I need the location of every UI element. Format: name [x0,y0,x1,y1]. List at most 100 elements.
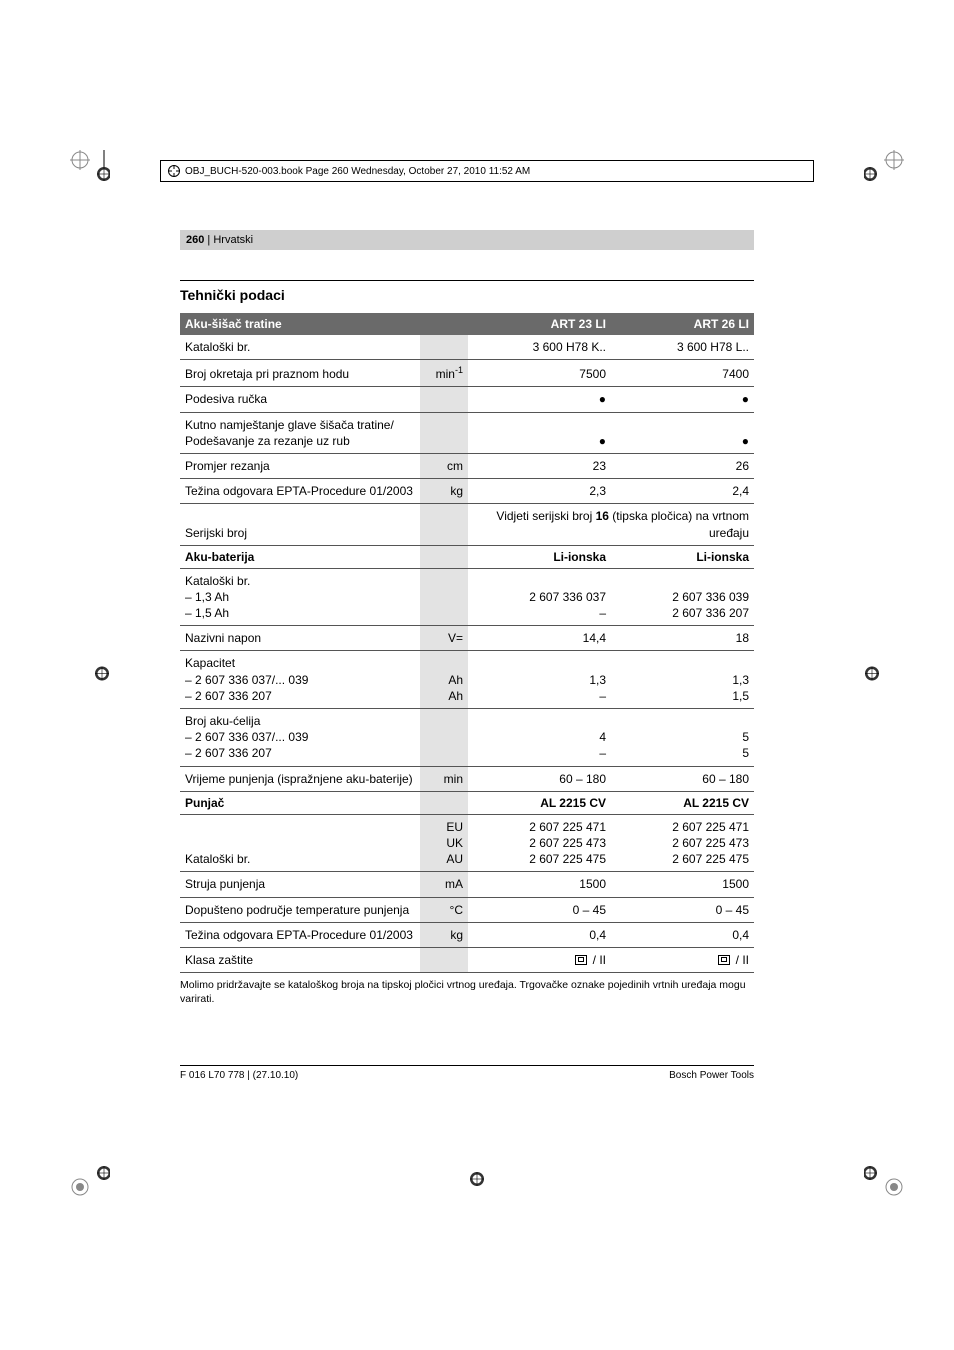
row-label: Kapacitet– 2 607 336 037/... 039– 2 607 … [180,651,420,709]
row-v2: 2 607 336 0392 607 336 207 [611,568,754,626]
table-row: Kataloški br.– 1,3 Ah– 1,5 Ah 2 607 336 0… [180,568,754,626]
row-v2: 1,31,5 [611,651,754,709]
row-v2: 26 [611,453,754,478]
row-v1: 1,3– [468,651,611,709]
table-row: Težina odgovara EPTA-Procedure 01/2003kg… [180,922,754,947]
row-v1: 23 [468,453,611,478]
row-v2: 7400 [611,360,754,387]
crop-mark-br [864,1157,904,1200]
row-label: Dopušteno područje temperature punjenja [180,897,420,922]
row-label: Broj aku-ćelija– 2 607 336 037/... 039– … [180,709,420,767]
row-unit: AhAh [420,651,468,709]
group2-col1: Li-ionska [468,545,611,568]
book-info-text: OBJ_BUCH-520-003.book Page 260 Wednesday… [185,166,530,177]
row-v1 [468,387,611,412]
table-row: Broj aku-ćelija– 2 607 336 037/... 039– … [180,709,754,767]
book-info-bar: OBJ_BUCH-520-003.book Page 260 Wednesday… [160,160,814,182]
row-label: Klasa zaštite [180,947,420,972]
blank-unit [420,791,468,814]
crop-mark-bl [70,1157,110,1200]
spec-header-row: Aku-šišač tratine ART 23 LI ART 26 LI [180,313,754,335]
blank-unit [420,545,468,568]
row-v1: 7500 [468,360,611,387]
group3-title: Punjač [180,791,420,814]
row-v2: 0,4 [611,922,754,947]
blank-unit [420,313,468,335]
row-label: Kataloški br.– 1,3 Ah– 1,5 Ah [180,568,420,626]
row-unit: min [420,766,468,791]
table-row: Serijski broj Vidjeti serijski broj 16 (t… [180,504,754,545]
row-v1: 2,3 [468,479,611,504]
row-merged: Vidjeti serijski broj 16 (tipska pločica… [468,504,754,545]
row-unit: cm [420,453,468,478]
row-v2: 2,4 [611,479,754,504]
footer-left: F 016 L70 778 | (27.10.10) [180,1070,298,1081]
row-v2: 55 [611,709,754,767]
row-label: Kataloški br. [180,814,420,872]
row-label: Težina odgovara EPTA-Procedure 01/2003 [180,922,420,947]
table-row: Klasa zaštite / II / II [180,947,754,972]
page-footer: F 016 L70 778 | (27.10.10) Bosch Power T… [180,1065,754,1081]
section-title: Tehnički podaci [180,280,754,313]
table-row: Broj okretaja pri praznom hodumin-175007… [180,360,754,387]
row-v2: / II [611,947,754,972]
row-unit [420,947,468,972]
row-v1: 60 – 180 [468,766,611,791]
row-unit [420,568,468,626]
row-v1: 2 607 225 4712 607 225 4732 607 225 475 [468,814,611,872]
crop-mark-ml [70,664,110,687]
crop-mark-tr [864,150,904,193]
row-unit: mA [420,872,468,897]
row-label: Serijski broj [180,504,420,545]
row-v2: 18 [611,626,754,651]
row-v1: 0,4 [468,922,611,947]
row-v2 [611,387,754,412]
table-row: Dopušteno područje temperature punjenja°… [180,897,754,922]
crop-mark-mr [864,664,904,687]
row-unit [420,387,468,412]
row-unit: EUUKAU [420,814,468,872]
row-label: Struja punjenja [180,872,420,897]
row-v2: 0 – 45 [611,897,754,922]
row-unit: kg [420,479,468,504]
row-label: Broj okretaja pri praznom hodu [180,360,420,387]
row-v1: / II [468,947,611,972]
row-v2: 60 – 180 [611,766,754,791]
row-label: Podesiva ručka [180,387,420,412]
row-unit [420,335,468,360]
row-v2: 2 607 225 4712 607 225 4732 607 225 475 [611,814,754,872]
table-row: Nazivni naponV=14,418 [180,626,754,651]
row-label: Nazivni napon [180,626,420,651]
table-row: Promjer rezanjacm2326 [180,453,754,478]
spec-table: Aku-šišač tratine ART 23 LI ART 26 LI Ka… [180,313,754,973]
footer-right: Bosch Power Tools [669,1070,754,1081]
row-v1 [468,412,611,453]
footnote: Molimo pridržavajte se kataloškog broja … [180,979,754,1006]
page-lang: Hrvatski [213,234,253,246]
group1-col1: ART 23 LI [468,313,611,335]
row-v1: 4– [468,709,611,767]
row-label: Vrijeme punjenja (ispražnjene aku-bateri… [180,766,420,791]
page-number: 260 [186,234,204,246]
crop-mark-tl [70,150,110,193]
table-row: Težina odgovara EPTA-Procedure 01/2003kg… [180,479,754,504]
row-v1: 0 – 45 [468,897,611,922]
row-unit: kg [420,922,468,947]
row-label: Promjer rezanja [180,453,420,478]
group3-col1: AL 2215 CV [468,791,611,814]
table-row: Kataloški br.3 600 H78 K..3 600 H78 L.. [180,335,754,360]
row-v1: 2 607 336 037– [468,568,611,626]
table-row: Struja punjenjamA15001500 [180,872,754,897]
group2-col2: Li-ionska [611,545,754,568]
row-unit [420,709,468,767]
row-v1: 1500 [468,872,611,897]
row-label: Kataloški br. [180,335,420,360]
table-row: Kataloški br.EUUKAU2 607 225 4712 607 22… [180,814,754,872]
row-label: Kutno namještanje glave šišača tratine/P… [180,412,420,453]
group3-col2: AL 2215 CV [611,791,754,814]
row-unit: V= [420,626,468,651]
group1-title: Aku-šišač tratine [180,313,420,335]
group1-col2: ART 26 LI [611,313,754,335]
row-unit [420,412,468,453]
spec-subheader-row: Aku-baterija Li-ionska Li-ionska [180,545,754,568]
